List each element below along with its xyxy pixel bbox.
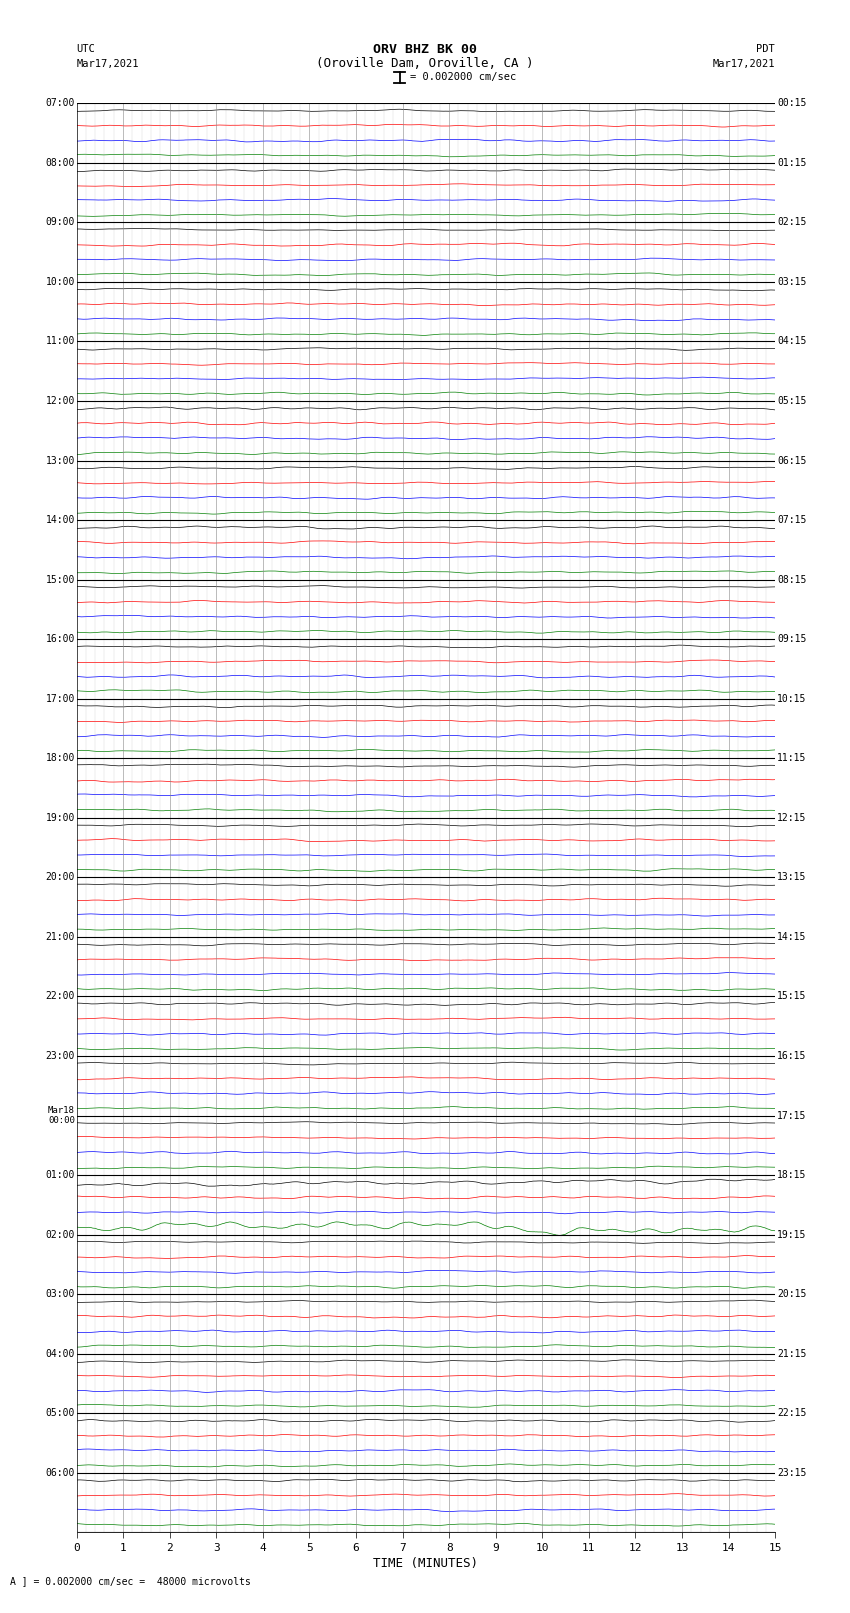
Text: 12:00: 12:00 — [45, 395, 75, 406]
Text: 04:00: 04:00 — [45, 1348, 75, 1358]
Text: 23:15: 23:15 — [777, 1468, 807, 1478]
Text: 15:15: 15:15 — [777, 992, 807, 1002]
Text: 19:00: 19:00 — [45, 813, 75, 823]
Text: 03:15: 03:15 — [777, 277, 807, 287]
Text: 08:15: 08:15 — [777, 574, 807, 584]
Text: 21:15: 21:15 — [777, 1348, 807, 1358]
Text: 05:15: 05:15 — [777, 395, 807, 406]
Text: 09:15: 09:15 — [777, 634, 807, 644]
Text: 05:00: 05:00 — [45, 1408, 75, 1418]
Text: A ] = 0.002000 cm/sec =  48000 microvolts: A ] = 0.002000 cm/sec = 48000 microvolts — [10, 1576, 251, 1586]
Text: ORV BHZ BK 00: ORV BHZ BK 00 — [373, 42, 477, 56]
Text: 12:15: 12:15 — [777, 813, 807, 823]
Text: 07:00: 07:00 — [45, 98, 75, 108]
Text: (Oroville Dam, Oroville, CA ): (Oroville Dam, Oroville, CA ) — [316, 56, 534, 71]
Text: 13:00: 13:00 — [45, 455, 75, 466]
Text: 20:00: 20:00 — [45, 873, 75, 882]
X-axis label: TIME (MINUTES): TIME (MINUTES) — [373, 1557, 479, 1569]
Text: 03:00: 03:00 — [45, 1289, 75, 1298]
Text: Mar18
00:00: Mar18 00:00 — [48, 1107, 75, 1126]
Text: 20:15: 20:15 — [777, 1289, 807, 1298]
Text: 18:15: 18:15 — [777, 1169, 807, 1181]
Text: 15:00: 15:00 — [45, 574, 75, 584]
Text: 07:15: 07:15 — [777, 515, 807, 526]
Text: 01:15: 01:15 — [777, 158, 807, 168]
Text: 06:00: 06:00 — [45, 1468, 75, 1478]
Text: 13:15: 13:15 — [777, 873, 807, 882]
Text: 23:00: 23:00 — [45, 1052, 75, 1061]
Text: 00:15: 00:15 — [777, 98, 807, 108]
Text: 11:00: 11:00 — [45, 337, 75, 347]
Text: 21:00: 21:00 — [45, 932, 75, 942]
Text: 09:00: 09:00 — [45, 218, 75, 227]
Text: 18:00: 18:00 — [45, 753, 75, 763]
Text: 14:15: 14:15 — [777, 932, 807, 942]
Text: 06:15: 06:15 — [777, 455, 807, 466]
Text: Mar17,2021: Mar17,2021 — [76, 58, 139, 69]
Text: 14:00: 14:00 — [45, 515, 75, 526]
Text: 01:00: 01:00 — [45, 1169, 75, 1181]
Text: 02:00: 02:00 — [45, 1229, 75, 1240]
Text: PDT: PDT — [756, 44, 775, 55]
Text: = 0.002000 cm/sec: = 0.002000 cm/sec — [410, 73, 516, 82]
Text: 16:00: 16:00 — [45, 634, 75, 644]
Text: 17:15: 17:15 — [777, 1110, 807, 1121]
Text: Mar17,2021: Mar17,2021 — [712, 58, 775, 69]
Text: 08:00: 08:00 — [45, 158, 75, 168]
Text: 10:15: 10:15 — [777, 694, 807, 703]
Text: 10:00: 10:00 — [45, 277, 75, 287]
Text: 19:15: 19:15 — [777, 1229, 807, 1240]
Text: UTC: UTC — [76, 44, 95, 55]
Text: 02:15: 02:15 — [777, 218, 807, 227]
Text: 22:00: 22:00 — [45, 992, 75, 1002]
Text: 11:15: 11:15 — [777, 753, 807, 763]
Text: 17:00: 17:00 — [45, 694, 75, 703]
Text: 16:15: 16:15 — [777, 1052, 807, 1061]
Text: 04:15: 04:15 — [777, 337, 807, 347]
Text: 22:15: 22:15 — [777, 1408, 807, 1418]
